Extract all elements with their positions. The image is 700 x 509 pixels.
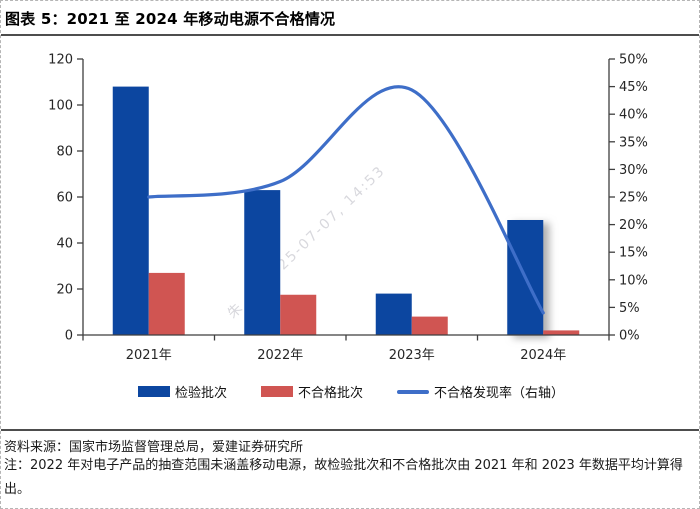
x-axis-category-label: 2021年 (126, 348, 172, 363)
bar-failed-2021年 (148, 272, 185, 335)
right-axis-label: 25% (619, 191, 648, 206)
legend-label-inspected: 检验批次 (174, 386, 227, 401)
left-axis-label: 20 (56, 283, 73, 298)
right-axis-label: 35% (619, 135, 648, 150)
x-axis-category-label: 2023年 (389, 348, 435, 363)
right-axis-label: 40% (619, 108, 648, 123)
rate-line (147, 85, 545, 315)
legend-swatch-inspected (137, 386, 170, 397)
left-axis-label: 80 (56, 145, 73, 160)
legend-swatch-rate-line (397, 389, 429, 394)
note-line: 注：2022 年对电子产品的抽查范围未涵盖移动电源，故检验批次和不合格批次由 2… (4, 458, 683, 498)
bar-inspected-2022年 (244, 190, 281, 335)
bar-inspected-2023年 (375, 293, 412, 335)
figure-title: 图表 5：2021 至 2024 年移动电源不合格情况 (5, 10, 336, 28)
legend-item-rate: 不合格发现率（右轴） (397, 382, 564, 401)
left-axis-label: 40 (56, 237, 73, 252)
legend-item-failed: 不合格批次 (260, 382, 363, 401)
x-axis-category-label: 2022年 (257, 348, 303, 363)
left-axis-label: 120 (48, 53, 73, 68)
source-line: 资料来源：国家市场监督管理总局，爱建证券研究所 (4, 440, 304, 455)
right-axis-label: 30% (619, 163, 648, 178)
right-axis-label: 50% (619, 53, 648, 68)
legend-label-failed: 不合格批次 (297, 386, 363, 401)
x-axis-category-label: 2024年 (520, 348, 566, 363)
bar-failed-2022年 (280, 294, 317, 335)
legend-swatch-failed (260, 386, 293, 397)
right-axis-label: 20% (619, 218, 648, 233)
left-axis-label: 0 (65, 329, 73, 344)
bar-failed-2023年 (411, 316, 448, 335)
right-axis-label: 15% (619, 246, 648, 261)
bar-inspected-2021年 (112, 86, 149, 335)
right-axis-label: 5% (619, 301, 640, 316)
right-axis-label: 0% (619, 329, 640, 344)
right-axis-label: 45% (619, 80, 648, 95)
legend-label-rate: 不合格发现率（右轴） (434, 386, 565, 401)
legend-item-inspected: 检验批次 (137, 382, 227, 401)
right-axis-label: 10% (619, 273, 648, 288)
chart-legend: 检验批次 不合格批次 不合格发现率（右轴） (1, 382, 699, 401)
left-axis-label: 100 (48, 99, 73, 114)
bar-failed-2024年 (543, 330, 580, 335)
left-axis-label: 60 (56, 191, 73, 206)
title-underline (1, 34, 699, 36)
footer-separator (1, 429, 699, 431)
